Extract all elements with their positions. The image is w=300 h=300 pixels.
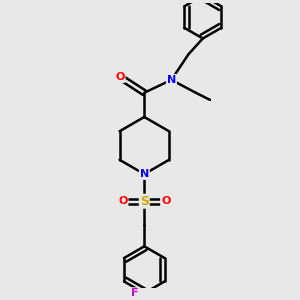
Text: S: S xyxy=(140,195,149,208)
Text: N: N xyxy=(140,169,149,179)
Text: O: O xyxy=(115,72,125,82)
Text: O: O xyxy=(161,196,170,206)
Text: N: N xyxy=(167,75,176,85)
Text: O: O xyxy=(118,196,128,206)
Text: F: F xyxy=(130,288,138,298)
